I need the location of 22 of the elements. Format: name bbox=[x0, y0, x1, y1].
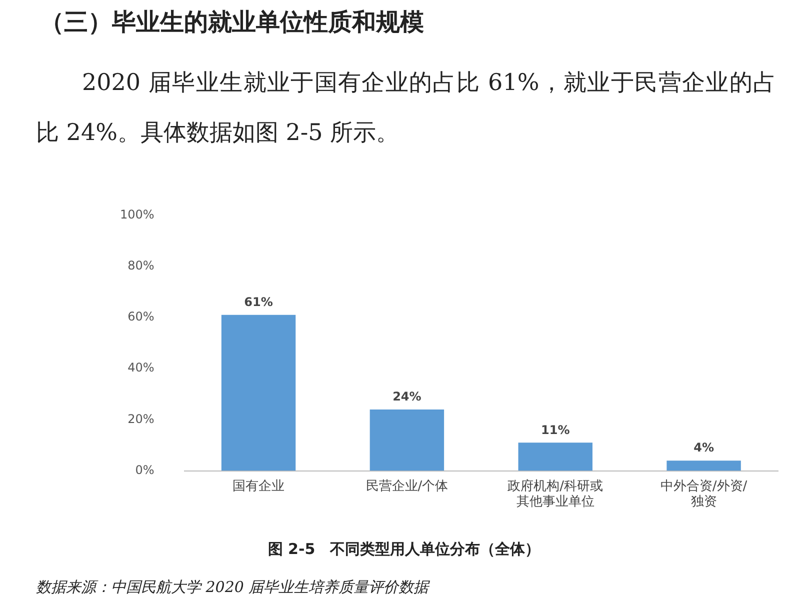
x-tick-label: 民营企业/个体 bbox=[366, 478, 448, 494]
bar bbox=[518, 442, 592, 471]
y-tick-label: 0% bbox=[135, 462, 154, 477]
bar bbox=[666, 460, 741, 471]
x-tick-label: 中外合资/外资/独资 bbox=[660, 478, 748, 510]
caption: 图 2-5 不同类型用人单位分布（全体） bbox=[266, 540, 542, 559]
data-label: 24% bbox=[392, 390, 422, 404]
x-tick-label: 政府机构/科研或其他事业单位 bbox=[508, 478, 604, 510]
bar bbox=[221, 314, 296, 471]
y-tick-label: 100% bbox=[120, 207, 154, 222]
y-tick-label: 60% bbox=[128, 310, 154, 324]
data-label: 4% bbox=[694, 440, 714, 455]
chart-subtitle: 2020 届毕业生就业于国有企业的占比 61%，就业于民营企业的占比 24%。具体数据如图 2-5 所示。 bbox=[36, 69, 776, 148]
source-note: 数据来源：中国民航大学 2020 届毕业生培养质量评价数据 bbox=[36, 578, 429, 597]
bar bbox=[370, 409, 444, 471]
y-tick-label: 40% bbox=[128, 360, 154, 375]
y-tick-label: 20% bbox=[128, 412, 154, 426]
data-label: 61% bbox=[244, 295, 273, 310]
y-tick-label: 80% bbox=[128, 258, 154, 272]
chart-title: （三）毕业生的就业单位性质和规模 bbox=[40, 7, 424, 38]
x-tick-label: 国有企业 bbox=[232, 478, 285, 494]
data-label: 11% bbox=[541, 422, 570, 437]
